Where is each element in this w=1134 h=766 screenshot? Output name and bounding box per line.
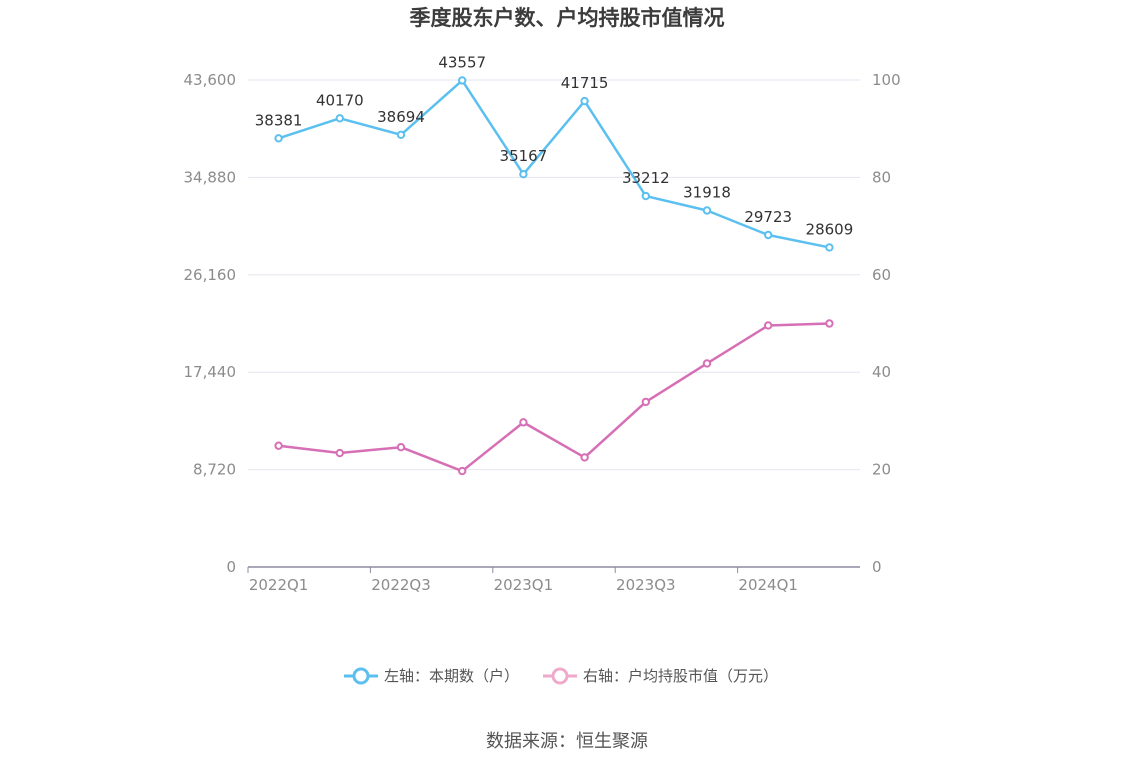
series-line-holders [278, 79, 830, 249]
x-axis-tick-label: 2022Q1 [249, 576, 309, 594]
legend-marker-right [551, 667, 569, 685]
chart-title: 季度股东户数、户均持股市值情况 [410, 6, 725, 30]
data-labels: 38381 40170 38694 43557 35167 41715 33212 31918… [255, 53, 854, 238]
legend-item-left[interactable]: 左轴：本期数（户） [344, 667, 519, 685]
left-axis-tick-label: 43,600 [184, 71, 237, 89]
data-label: 35167 [500, 147, 548, 165]
data-point-avg-value[interactable] [825, 319, 834, 328]
left-axis-tick-label: 0 [226, 558, 236, 576]
legend-label-right: 右轴：户均持股市值（万元） [583, 667, 778, 685]
data-point-holders[interactable] [641, 191, 650, 201]
data-label: 31918 [683, 183, 731, 201]
data-point-avg-value[interactable] [335, 448, 344, 458]
series-line-avg-value [278, 322, 830, 473]
data-point-avg-value[interactable] [764, 321, 773, 330]
data-point-avg-value[interactable] [458, 466, 467, 476]
left-axis-tick-label: 26,160 [184, 266, 237, 284]
data-point-avg-value[interactable] [396, 442, 406, 452]
source-note: 数据来源：恒生聚源 [486, 731, 648, 752]
data-point-avg-value[interactable] [702, 359, 712, 368]
right-axis-tick-label: 20 [872, 461, 891, 479]
series-lines [278, 79, 830, 473]
left-axis-tick-label: 34,880 [184, 168, 237, 186]
legend-item-right[interactable]: 右轴：户均持股市值（万元） [543, 667, 778, 685]
data-point-avg-value[interactable] [274, 441, 283, 450]
axes: 0 0 8,720 20 17,440 40 26,160 60 34,880 80 43,600 1… [184, 71, 901, 594]
data-point-holders[interactable] [458, 76, 467, 85]
data-point-avg-value[interactable] [641, 397, 650, 407]
right-axis-tick-label: 100 [872, 71, 901, 89]
right-axis-tick-label: 0 [872, 558, 882, 576]
data-point-avg-value[interactable] [580, 453, 589, 462]
data-point-avg-value[interactable] [519, 418, 528, 427]
legend-marker-left [352, 667, 370, 685]
right-axis-tick-label: 80 [872, 168, 891, 186]
legend-label-left: 左轴：本期数（户） [384, 667, 519, 685]
data-point-holders[interactable] [702, 206, 712, 215]
data-point-holders[interactable] [396, 130, 406, 139]
data-point-holders[interactable] [335, 114, 344, 123]
left-axis-tick-label: 17,440 [184, 363, 237, 381]
data-label: 43557 [438, 53, 486, 71]
right-axis-tick-label: 60 [872, 266, 891, 284]
x-axis-tick-label: 2024Q1 [738, 576, 798, 594]
data-label: 29723 [744, 208, 792, 226]
data-label: 41715 [561, 74, 609, 92]
data-point-holders[interactable] [825, 243, 834, 252]
data-label: 28609 [806, 220, 854, 238]
data-label: 40170 [316, 91, 364, 109]
series-points [274, 76, 834, 476]
data-label: 33212 [622, 169, 670, 187]
data-point-holders[interactable] [580, 96, 589, 106]
data-point-holders[interactable] [764, 230, 773, 240]
x-axis-tick-label: 2023Q3 [616, 576, 676, 594]
legend: 左轴：本期数（户） 右轴：户均持股市值（万元） [344, 667, 778, 685]
data-label: 38694 [377, 108, 425, 126]
data-point-holders[interactable] [274, 134, 283, 143]
x-axis-tick-label: 2023Q1 [494, 576, 554, 594]
left-axis-tick-label: 8,720 [193, 461, 236, 479]
grid [248, 79, 860, 471]
data-point-holders[interactable] [519, 169, 528, 179]
right-axis-tick-label: 40 [872, 363, 891, 381]
data-label: 38381 [255, 111, 303, 129]
x-axis-tick-label: 2022Q3 [371, 576, 431, 594]
